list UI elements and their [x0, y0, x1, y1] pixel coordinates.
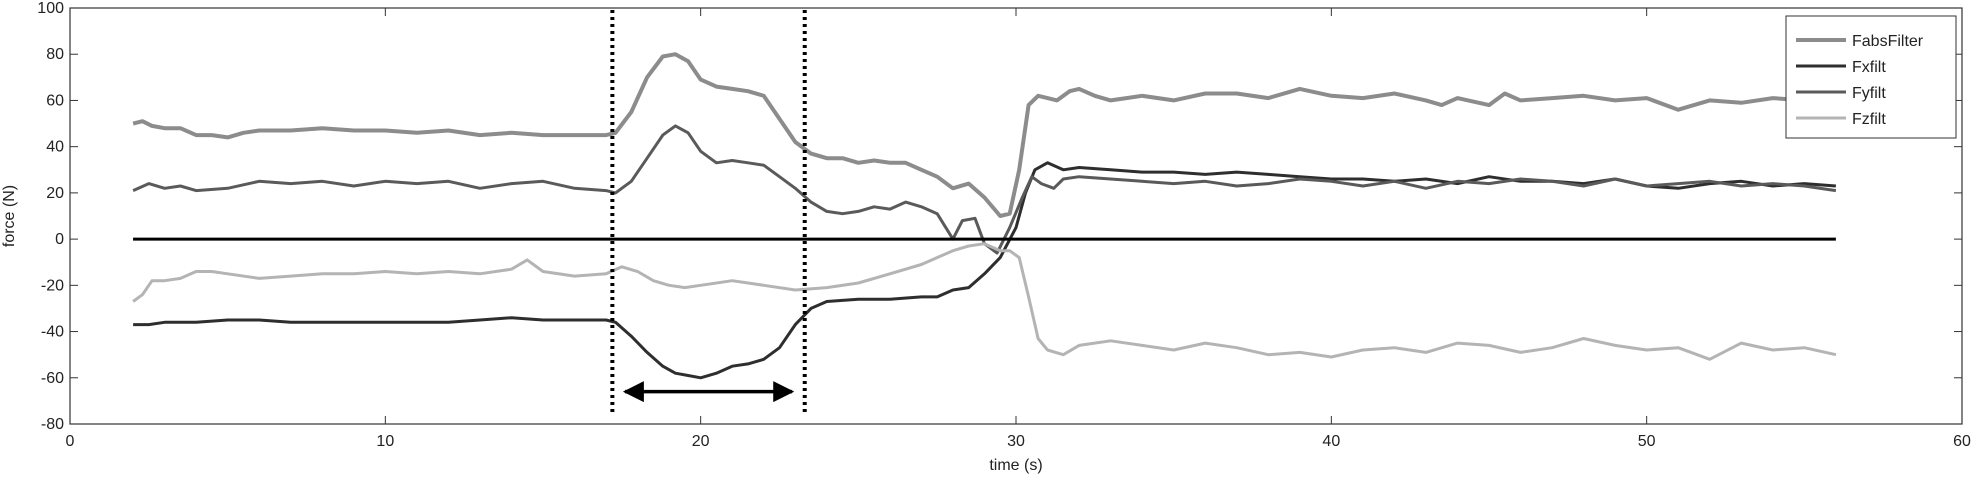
legend-label: Fxfilt [1852, 59, 1886, 76]
y-tick-label: 60 [46, 92, 64, 109]
x-tick-label: 60 [1953, 433, 1971, 450]
legend: FabsFilter Fxfilt Fyfilt Fzfilt [1785, 15, 1957, 139]
y-tick-label: 100 [37, 0, 64, 17]
y-tick-label: 80 [46, 46, 64, 63]
series-line-fxfilt [133, 161, 1837, 380]
series-line-fzfilt [132, 242, 1837, 361]
x-tick-label: 20 [692, 433, 710, 450]
y-tick-label: 20 [46, 185, 64, 202]
legend-label: FabsFilter [1852, 33, 1924, 50]
legend-label: Fyfilt [1852, 85, 1886, 102]
y-axis-label: force (N) [1, 185, 18, 247]
y-tick-label: 0 [55, 231, 64, 248]
x-axis-label: time (s) [989, 457, 1042, 474]
legend-label: Fzfilt [1852, 111, 1886, 128]
x-tick-label: 0 [66, 433, 75, 450]
reference-layer [133, 10, 1836, 414]
y-tick-label: -20 [41, 277, 64, 294]
y-tick-label: 40 [46, 139, 64, 156]
y-tick-label: -60 [41, 370, 64, 387]
y-tick-label: -80 [41, 416, 64, 433]
x-tick-label: 10 [376, 433, 394, 450]
x-tick-label: 50 [1638, 433, 1656, 450]
series-line-fabsfilter [132, 52, 1837, 218]
series-line-fyfilt [132, 124, 1837, 255]
y-tick-label: -40 [41, 324, 64, 341]
series-layer [132, 52, 1837, 380]
x-tick-label: 40 [1322, 433, 1340, 450]
x-tick-label: 30 [1007, 433, 1025, 450]
axes-layer: 0 10 20 30 40 50 60 -80 -60 -40 -20 0 20 40 60 80 100 [37, 0, 1971, 450]
